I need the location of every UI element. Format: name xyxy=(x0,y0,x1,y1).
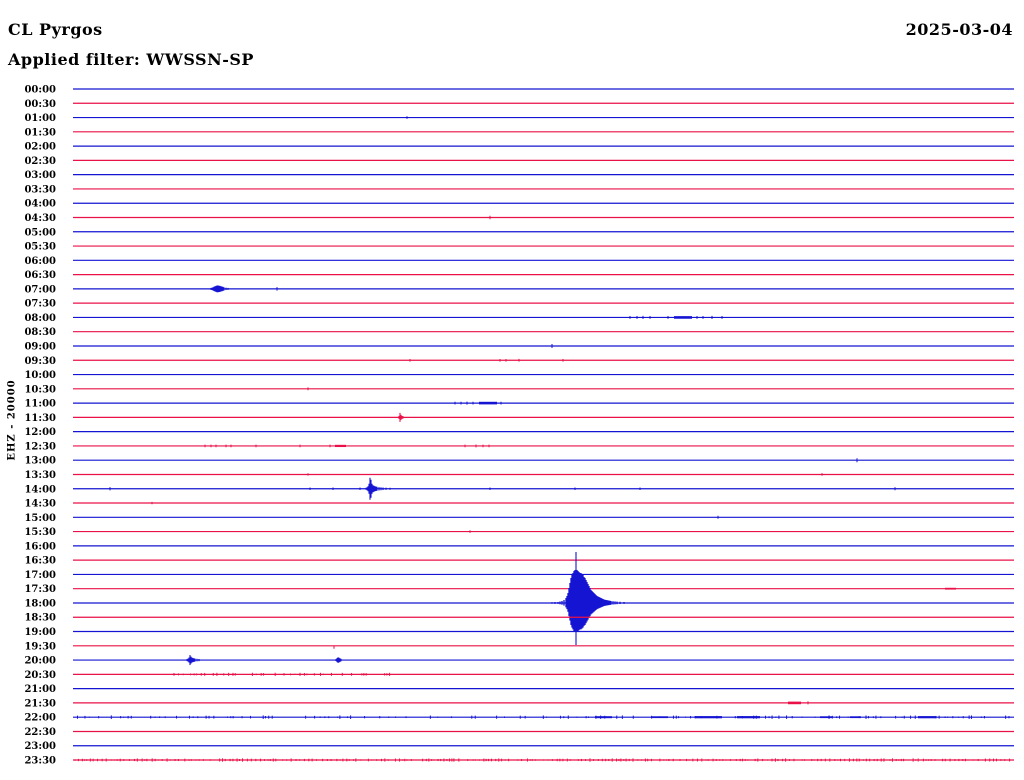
trace-burst xyxy=(850,716,861,719)
trace-time-label: 06:30 xyxy=(24,270,56,281)
trace-time-label: 05:00 xyxy=(24,227,56,238)
trace-time-label: 03:00 xyxy=(24,170,56,181)
trace-time-label: 18:30 xyxy=(24,613,56,624)
trace-time-label: 16:00 xyxy=(24,541,56,552)
trace-time-label: 01:00 xyxy=(24,113,56,124)
trace-time-label: 02:00 xyxy=(24,142,56,153)
trace-burst xyxy=(595,716,612,719)
trace-time-label: 23:00 xyxy=(24,741,56,752)
trace-time-label: 04:00 xyxy=(24,199,56,210)
trace-time-label: 00:00 xyxy=(24,85,56,96)
trace-time-label: 03:30 xyxy=(24,184,56,195)
trace-time-label: 20:00 xyxy=(24,656,56,667)
station-title: CL Pyrgos xyxy=(8,20,103,39)
trace-time-label: 13:00 xyxy=(24,456,56,467)
trace-time-label: 05:30 xyxy=(24,242,56,253)
trace-time-label: 23:30 xyxy=(24,756,56,767)
date-label: 2025-03-04 xyxy=(905,20,1013,39)
trace-time-label: 08:00 xyxy=(24,313,56,324)
trace-time-label: 02:30 xyxy=(24,156,56,167)
trace-burst xyxy=(695,716,722,719)
trace-time-label: 14:30 xyxy=(24,499,56,510)
trace-time-label: 10:30 xyxy=(24,384,56,395)
trace-time-label: 07:30 xyxy=(24,299,56,310)
trace-time-label: 12:30 xyxy=(24,441,56,452)
trace-burst xyxy=(335,444,346,448)
trace-time-label: 01:30 xyxy=(24,127,56,138)
trace-burst xyxy=(945,587,956,590)
trace-time-label: 11:00 xyxy=(24,399,56,410)
trace-time-label: 06:00 xyxy=(24,256,56,267)
trace-time-label: 20:30 xyxy=(24,670,56,681)
trace-time-label: 16:30 xyxy=(24,556,56,567)
trace-time-label: 10:00 xyxy=(24,370,56,381)
trace-time-label: 14:00 xyxy=(24,484,56,495)
applied-filter-label: Applied filter: WWSSN-SP xyxy=(8,50,254,69)
trace-burst xyxy=(918,716,936,719)
trace-time-label: 04:30 xyxy=(24,213,56,224)
trace-time-label: 17:30 xyxy=(24,584,56,595)
trace-burst xyxy=(674,316,692,319)
trace-time-label: 09:00 xyxy=(24,341,56,352)
trace-time-label: 22:00 xyxy=(24,713,56,724)
trace-time-label: 15:30 xyxy=(24,527,56,538)
trace-burst xyxy=(652,716,668,719)
trace-time-label: 11:30 xyxy=(24,413,56,424)
trace-time-label: 07:00 xyxy=(24,284,56,295)
trace-time-label: 22:30 xyxy=(24,727,56,738)
trace-time-label: 19:30 xyxy=(24,641,56,652)
trace-burst xyxy=(479,401,497,405)
trace-time-label: 13:30 xyxy=(24,470,56,481)
trace-time-label: 08:30 xyxy=(24,327,56,338)
trace-time-label: 12:00 xyxy=(24,427,56,438)
trace-time-label: 19:00 xyxy=(24,627,56,638)
trace-time-label: 21:00 xyxy=(24,684,56,695)
trace-time-label: 21:30 xyxy=(24,698,56,709)
trace-burst xyxy=(820,716,832,719)
trace-burst xyxy=(788,701,801,705)
trace-time-label: 18:00 xyxy=(24,598,56,609)
trace-time-label: 00:30 xyxy=(24,99,56,110)
trace-burst xyxy=(737,716,760,719)
trace-time-label: 15:00 xyxy=(24,513,56,524)
trace-time-label: 17:00 xyxy=(24,570,56,581)
trace-time-label: 09:30 xyxy=(24,356,56,367)
